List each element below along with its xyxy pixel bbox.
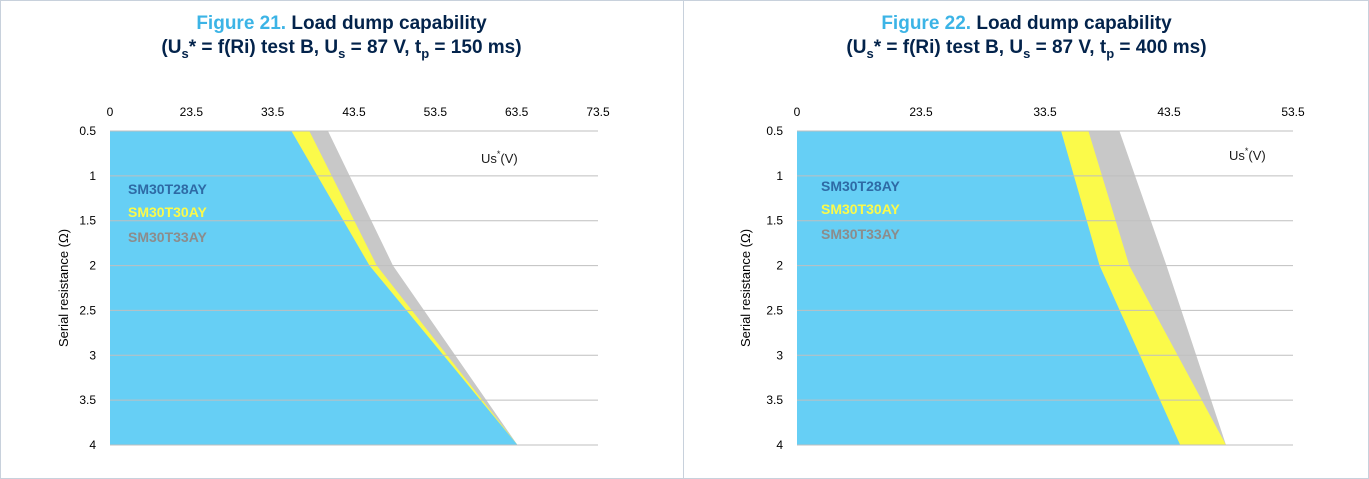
x-tick-label: 53.5: [424, 105, 448, 119]
unit-label: Us*(V): [1229, 146, 1266, 163]
chart-title-1: Figure 21. Load dump capability (Us* = f…: [0, 12, 683, 66]
x-tick-label: 43.5: [342, 105, 366, 119]
y-tick-label: 3: [776, 348, 783, 362]
x-tick-label: 63.5: [505, 105, 529, 119]
area-SM30T28AY: [110, 131, 518, 445]
y-tick-label: 4: [89, 438, 96, 452]
x-tick-label: 0: [107, 105, 114, 119]
y-tick-label: 1: [89, 169, 96, 183]
y-tick-label: 1.5: [766, 214, 783, 228]
legend-item-SM30T28AY: SM30T28AY: [128, 181, 208, 197]
y-tick-label: 2: [89, 259, 96, 273]
y-tick-label: 1: [776, 169, 783, 183]
y-tick-label: 2.5: [79, 303, 96, 317]
x-tick-label: 33.5: [1033, 105, 1057, 119]
y-tick-label: 4: [776, 438, 783, 452]
figure-title: Load dump capability: [976, 13, 1172, 34]
x-tick-label: 0: [794, 105, 801, 119]
x-tick-label: 53.5: [1281, 105, 1305, 119]
legend-item-SM30T33AY: SM30T33AY: [128, 229, 208, 245]
x-tick-label: 23.5: [909, 105, 933, 119]
y-tick-label: 3.5: [79, 393, 96, 407]
x-tick-label: 33.5: [261, 105, 285, 119]
chart-svg-1: 0 23.5 33.5 43.5 53.5 63.5 73.5 0.511.522.533.…: [56, 105, 610, 452]
panel-divider: [683, 0, 684, 479]
y-tick-label: 2.5: [766, 303, 783, 317]
area-SM30T28AY: [797, 131, 1181, 445]
legend-item-SM30T28AY: SM30T28AY: [821, 178, 901, 194]
chart-panel-2: Figure 22. Load dump capability (Us* = f…: [684, 0, 1369, 479]
chart-svg-2: 0 23.5 33.5 43.5 53.5 0.511.522.533.54 Seria…: [738, 105, 1305, 452]
chart-title-2: Figure 22. Load dump capability (Us* = f…: [684, 12, 1369, 66]
legend-item-SM30T33AY: SM30T33AY: [821, 226, 901, 242]
chart-panel-1: Figure 21. Load dump capability (Us* = f…: [0, 0, 683, 479]
x-tick-label: 23.5: [180, 105, 204, 119]
y-axis-label: Serial resistance (Ω): [738, 229, 753, 347]
y-tick-label: 0.5: [79, 124, 96, 138]
figure-number: Figure 21.: [196, 13, 287, 34]
x-tick-label: 73.5: [586, 105, 610, 119]
y-tick-label: 2: [776, 259, 783, 273]
y-tick-label: 3.5: [766, 393, 783, 407]
figure-title: Load dump capability: [291, 13, 487, 34]
figure-number: Figure 22.: [881, 13, 972, 34]
y-axis-label: Serial resistance (Ω): [56, 229, 71, 347]
y-tick-label: 1.5: [79, 214, 96, 228]
legend-item-SM30T30AY: SM30T30AY: [821, 201, 901, 217]
y-tick-label: 0.5: [766, 124, 783, 138]
y-tick-label: 3: [89, 348, 96, 362]
figure-subtitle: (Us* = f(Ri) test B, Us = 87 V, tp = 150…: [161, 37, 522, 61]
x-tick-label: 43.5: [1157, 105, 1181, 119]
unit-label: Us*(V): [481, 149, 518, 166]
legend-item-SM30T30AY: SM30T30AY: [128, 204, 208, 220]
figure-subtitle: (Us* = f(Ri) test B, Us = 87 V, tp = 400…: [846, 37, 1207, 61]
